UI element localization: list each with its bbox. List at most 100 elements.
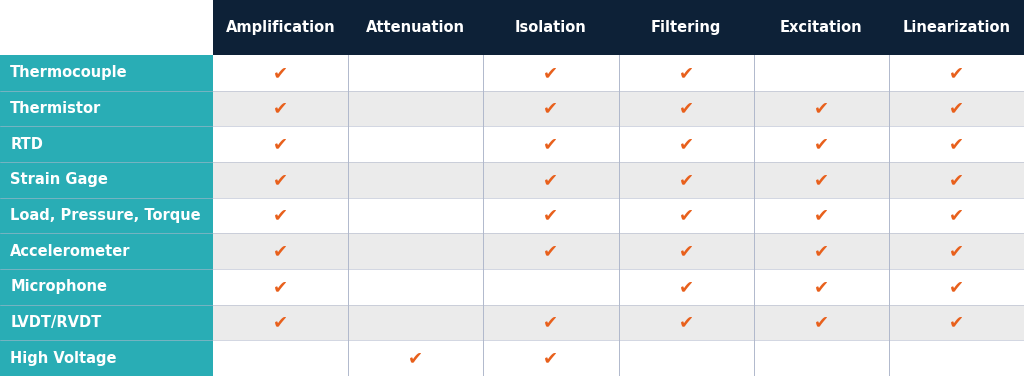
- Bar: [213, 305, 348, 340]
- Text: Linearization: Linearization: [902, 20, 1011, 35]
- Text: ✔: ✔: [814, 171, 828, 189]
- Bar: [754, 126, 889, 162]
- Text: Attenuation: Attenuation: [367, 20, 465, 35]
- Bar: [213, 55, 348, 91]
- Bar: [754, 269, 889, 305]
- Text: ✔: ✔: [544, 171, 558, 189]
- Bar: [213, 126, 348, 162]
- Bar: [889, 198, 1024, 233]
- Bar: [618, 305, 754, 340]
- Bar: [0, 233, 213, 269]
- Bar: [0, 340, 213, 376]
- Bar: [618, 55, 754, 91]
- Text: ✔: ✔: [679, 135, 693, 153]
- Text: ✔: ✔: [273, 314, 288, 332]
- Bar: [754, 198, 889, 233]
- Bar: [889, 126, 1024, 162]
- Text: ✔: ✔: [273, 171, 288, 189]
- Bar: [754, 233, 889, 269]
- Text: Isolation: Isolation: [515, 20, 587, 35]
- Bar: [348, 126, 483, 162]
- Text: ✔: ✔: [949, 314, 964, 332]
- Text: Strain Gage: Strain Gage: [10, 172, 109, 187]
- Bar: [889, 305, 1024, 340]
- Bar: [213, 0, 348, 55]
- Bar: [618, 0, 754, 55]
- Bar: [889, 269, 1024, 305]
- Text: ✔: ✔: [679, 206, 693, 224]
- Bar: [483, 162, 618, 198]
- Text: Load, Pressure, Torque: Load, Pressure, Torque: [10, 208, 201, 223]
- Text: Thermistor: Thermistor: [10, 101, 101, 116]
- Bar: [483, 0, 618, 55]
- Bar: [213, 233, 348, 269]
- Text: ✔: ✔: [949, 100, 964, 117]
- Text: Excitation: Excitation: [780, 20, 862, 35]
- Bar: [754, 340, 889, 376]
- Text: ✔: ✔: [679, 100, 693, 117]
- Bar: [889, 55, 1024, 91]
- Bar: [0, 305, 213, 340]
- Bar: [213, 162, 348, 198]
- Text: ✔: ✔: [679, 171, 693, 189]
- Text: ✔: ✔: [544, 100, 558, 117]
- Text: Thermocouple: Thermocouple: [10, 65, 128, 80]
- Text: Filtering: Filtering: [651, 20, 721, 35]
- Bar: [618, 340, 754, 376]
- Bar: [483, 269, 618, 305]
- Bar: [618, 162, 754, 198]
- Bar: [0, 198, 213, 233]
- Text: ✔: ✔: [273, 278, 288, 296]
- Bar: [618, 91, 754, 126]
- Text: Accelerometer: Accelerometer: [10, 244, 131, 259]
- Bar: [213, 91, 348, 126]
- Bar: [0, 55, 213, 91]
- Bar: [483, 233, 618, 269]
- Bar: [348, 305, 483, 340]
- Text: ✔: ✔: [949, 64, 964, 82]
- Text: ✔: ✔: [949, 206, 964, 224]
- Bar: [348, 340, 483, 376]
- Text: ✔: ✔: [679, 64, 693, 82]
- Bar: [0, 126, 213, 162]
- Bar: [483, 305, 618, 340]
- Text: ✔: ✔: [544, 206, 558, 224]
- Bar: [754, 305, 889, 340]
- Text: ✔: ✔: [949, 242, 964, 260]
- Bar: [348, 269, 483, 305]
- Text: ✔: ✔: [273, 135, 288, 153]
- Bar: [889, 0, 1024, 55]
- Text: Microphone: Microphone: [10, 279, 108, 294]
- Text: LVDT/RVDT: LVDT/RVDT: [10, 315, 101, 330]
- Bar: [348, 55, 483, 91]
- Bar: [213, 269, 348, 305]
- Bar: [483, 126, 618, 162]
- Text: ✔: ✔: [544, 242, 558, 260]
- Bar: [483, 55, 618, 91]
- Bar: [348, 162, 483, 198]
- Text: ✔: ✔: [814, 314, 828, 332]
- Bar: [618, 233, 754, 269]
- Bar: [618, 269, 754, 305]
- Text: ✔: ✔: [679, 314, 693, 332]
- Bar: [889, 340, 1024, 376]
- Bar: [754, 55, 889, 91]
- Text: ✔: ✔: [679, 242, 693, 260]
- Bar: [754, 162, 889, 198]
- Text: RTD: RTD: [10, 136, 43, 152]
- Bar: [348, 233, 483, 269]
- Bar: [348, 0, 483, 55]
- Bar: [483, 91, 618, 126]
- Bar: [889, 162, 1024, 198]
- Bar: [483, 198, 618, 233]
- Text: ✔: ✔: [679, 278, 693, 296]
- Bar: [889, 233, 1024, 269]
- Text: ✔: ✔: [273, 100, 288, 117]
- Bar: [618, 198, 754, 233]
- Text: ✔: ✔: [949, 171, 964, 189]
- Bar: [0, 162, 213, 198]
- Bar: [348, 91, 483, 126]
- Text: ✔: ✔: [409, 349, 423, 367]
- Text: ✔: ✔: [544, 314, 558, 332]
- Text: High Voltage: High Voltage: [10, 351, 117, 366]
